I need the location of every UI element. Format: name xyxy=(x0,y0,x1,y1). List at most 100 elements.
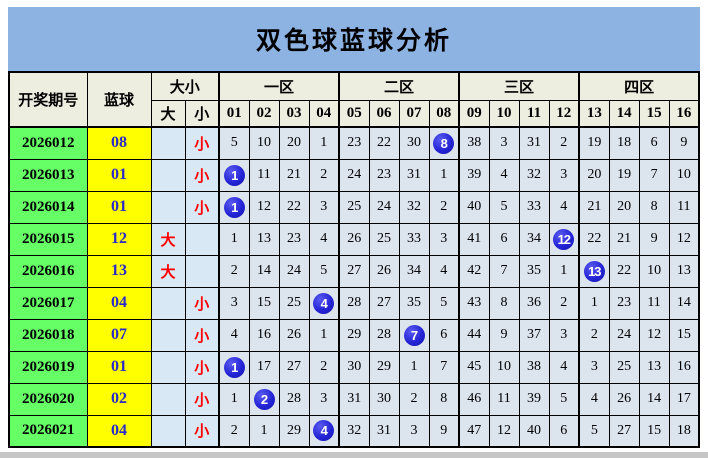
table-row: 2026018 07 小 4 16 26 1 29 28 7 6 44 9 37 3 2 24 12 15 xyxy=(8,318,700,352)
size-big-cell xyxy=(150,318,186,352)
zone-cell: 34 xyxy=(398,254,430,288)
size-big-cell: 大 xyxy=(150,222,186,256)
zone-cell: 46 xyxy=(458,382,490,416)
header-col-11: 11 xyxy=(518,100,550,128)
header-zone-3: 三区 xyxy=(458,71,580,101)
zone-cell: 3 xyxy=(548,318,580,352)
header-col-06: 06 xyxy=(368,100,400,128)
zone-cell: 45 xyxy=(458,350,490,384)
zone-cell: 28 xyxy=(338,286,370,320)
size-big-cell xyxy=(150,414,186,448)
table-row: 2026015 12 大 1 13 23 4 26 25 33 3 41 6 34 12 22 21 9 12 xyxy=(8,222,700,256)
page-title: 双色球蓝球分析 xyxy=(255,28,452,55)
zone-cell: 2 xyxy=(218,254,250,288)
zone-cell: 10 xyxy=(668,158,700,192)
zone-cell: 4 xyxy=(488,158,520,192)
zone-cell: 3 xyxy=(488,126,520,160)
zone-cell: 24 xyxy=(608,318,640,352)
zone-cell: 28 xyxy=(278,382,310,416)
zone-cell: 3 xyxy=(548,158,580,192)
blue-ball-icon: 8 xyxy=(433,132,455,154)
zone-cell: 30 xyxy=(368,382,400,416)
zone-cell: 32 xyxy=(338,414,370,448)
bottom-edge-strip xyxy=(0,452,708,458)
zone-cell: 4 xyxy=(308,286,340,320)
size-small-cell: 小 xyxy=(184,350,220,384)
header-col-15: 15 xyxy=(638,100,670,128)
header-col-16: 16 xyxy=(668,100,700,128)
zone-cell: 36 xyxy=(518,286,550,320)
header-blue-ball: 蓝球 xyxy=(86,71,152,128)
zone-cell: 4 xyxy=(578,382,610,416)
blue-ball-icon: 4 xyxy=(313,292,335,314)
zone-cell: 9 xyxy=(428,414,460,448)
zone-cell: 8 xyxy=(638,190,670,224)
zone-cell: 8 xyxy=(428,126,460,160)
header-col-04: 04 xyxy=(308,100,340,128)
zone-cell: 24 xyxy=(338,158,370,192)
zone-cell: 15 xyxy=(668,318,700,352)
zone-cell: 31 xyxy=(368,414,400,448)
zone-cell: 14 xyxy=(638,382,670,416)
blue-ball-value-cell: 01 xyxy=(86,350,152,384)
zone-cell: 22 xyxy=(278,190,310,224)
zone-cell: 4 xyxy=(548,350,580,384)
blue-ball-value-cell: 13 xyxy=(86,254,152,288)
size-big-cell xyxy=(150,350,186,384)
blue-ball-value-cell: 04 xyxy=(86,286,152,320)
zone-cell: 5 xyxy=(218,126,250,160)
zone-cell: 44 xyxy=(458,318,490,352)
zone-cell: 39 xyxy=(518,382,550,416)
size-big-cell xyxy=(150,158,186,192)
zone-cell: 40 xyxy=(458,190,490,224)
table-row: 2026019 01 小 1 17 27 2 30 29 1 7 45 10 38 4 3 25 13 16 xyxy=(8,350,700,384)
size-big-cell: 大 xyxy=(150,254,186,288)
zone-cell: 12 xyxy=(638,318,670,352)
blue-ball-icon: 12 xyxy=(553,228,575,250)
zone-cell: 30 xyxy=(338,350,370,384)
blue-ball-value-cell: 01 xyxy=(86,158,152,192)
zone-cell: 23 xyxy=(368,158,400,192)
zone-cell: 14 xyxy=(248,254,280,288)
zone-cell: 15 xyxy=(248,286,280,320)
blue-ball-icon: 4 xyxy=(313,420,335,442)
zone-cell: 35 xyxy=(398,286,430,320)
zone-cell: 26 xyxy=(368,254,400,288)
zone-cell: 31 xyxy=(338,382,370,416)
period-cell: 2026018 xyxy=(8,318,88,352)
size-small-cell: 小 xyxy=(184,126,220,160)
zone-cell: 15 xyxy=(638,414,670,448)
zone-cell: 4 xyxy=(218,318,250,352)
header-col-14: 14 xyxy=(608,100,640,128)
zone-cell: 3 xyxy=(308,190,340,224)
zone-cell: 1 xyxy=(578,286,610,320)
size-small-cell: 小 xyxy=(184,286,220,320)
zone-cell: 9 xyxy=(668,126,700,160)
zone-cell: 21 xyxy=(278,158,310,192)
table-row: 2026020 02 小 1 2 28 3 31 30 2 8 46 11 39 5 4 26 14 17 xyxy=(8,382,700,416)
header-col-10: 10 xyxy=(488,100,520,128)
zone-cell: 29 xyxy=(338,318,370,352)
zone-cell: 40 xyxy=(518,414,550,448)
zone-cell: 1 xyxy=(218,350,250,384)
zone-cell: 4 xyxy=(308,222,340,256)
zone-cell: 1 xyxy=(218,382,250,416)
zone-cell: 10 xyxy=(248,126,280,160)
zone-cell: 41 xyxy=(458,222,490,256)
zone-cell: 32 xyxy=(398,190,430,224)
blue-ball-icon: 1 xyxy=(223,356,245,378)
table-row: 2026017 04 小 3 15 25 4 28 27 35 5 43 8 36 2 1 23 11 14 xyxy=(8,286,700,320)
zone-cell: 16 xyxy=(668,350,700,384)
zone-cell: 4 xyxy=(308,414,340,448)
size-small-cell xyxy=(184,222,220,256)
table-header: 开奖期号 蓝球 大小 一区 二区 三区 四区大小 01 02 03 04 05 06 07 08 09 10 11… xyxy=(8,71,700,128)
zone-cell: 31 xyxy=(518,126,550,160)
table-row: 2026014 01 小 1 12 22 3 25 24 32 2 40 5 33 4 21 20 8 11 xyxy=(8,190,700,224)
size-big-cell xyxy=(150,126,186,160)
zone-cell: 24 xyxy=(278,254,310,288)
zone-cell: 2 xyxy=(548,126,580,160)
header-col-02: 02 xyxy=(248,100,280,128)
zone-cell: 6 xyxy=(638,126,670,160)
header-zone-1: 一区 xyxy=(218,71,340,101)
zone-cell: 16 xyxy=(248,318,280,352)
